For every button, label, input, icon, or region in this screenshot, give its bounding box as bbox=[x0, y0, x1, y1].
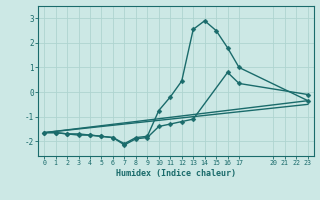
X-axis label: Humidex (Indice chaleur): Humidex (Indice chaleur) bbox=[116, 169, 236, 178]
